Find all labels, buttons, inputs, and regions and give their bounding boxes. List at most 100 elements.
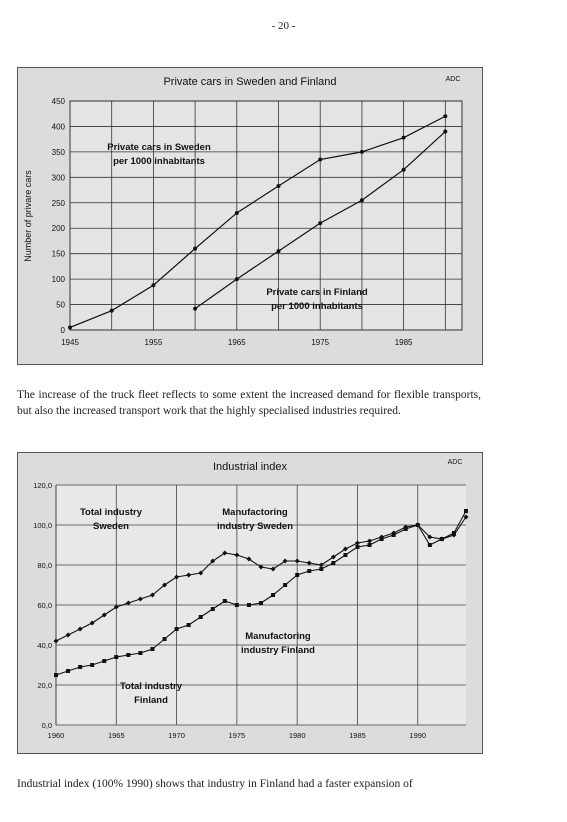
series-label-total-finland-line2: Finland <box>134 695 168 706</box>
data-point <box>451 531 456 535</box>
data-point <box>150 647 155 651</box>
data-point <box>443 129 448 134</box>
data-point <box>53 638 59 644</box>
series-label-total-sweden-line2: Sweden <box>93 521 129 532</box>
data-point <box>401 135 406 140</box>
data-point <box>343 553 348 557</box>
data-point <box>234 277 239 282</box>
data-point <box>359 149 364 154</box>
y-tick-label: 300 <box>52 173 66 182</box>
data-point <box>270 566 276 572</box>
y-tick-label: 0,0 <box>42 721 52 730</box>
data-point <box>464 509 468 513</box>
y-tick-label: 20,0 <box>37 681 52 690</box>
source-label: ADC <box>446 76 461 83</box>
data-point <box>401 167 406 172</box>
y-tick-label: 120,0 <box>33 481 52 490</box>
y-tick-label: 400 <box>52 122 66 131</box>
data-point <box>113 604 119 610</box>
series-label-mfg-finland-line1: Manufactoring <box>245 631 311 642</box>
series-label-total-finland-line1: Total industry <box>120 681 183 692</box>
x-tick-label: 1980 <box>289 731 306 740</box>
series-label-total-sweden: Total industry Sweden <box>80 507 143 532</box>
data-point <box>198 570 204 576</box>
y-tick-label: 200 <box>52 224 66 233</box>
data-point <box>138 651 143 655</box>
data-point <box>354 540 360 546</box>
y-tick-label: 0 <box>61 326 66 335</box>
y-tick-label: 100 <box>52 275 66 284</box>
data-point <box>276 249 281 254</box>
data-point <box>234 210 239 215</box>
data-point <box>102 659 107 663</box>
data-point <box>125 600 131 606</box>
data-point <box>367 543 372 547</box>
data-point <box>174 627 179 631</box>
data-point <box>126 653 131 657</box>
series-line-0 <box>69 115 446 329</box>
data-point <box>306 560 312 566</box>
series-label-mfg-sweden: Manufactoring industry Sweden <box>217 507 293 532</box>
data-point <box>68 325 72 330</box>
x-tick-label: 1975 <box>311 338 329 347</box>
data-point <box>367 538 373 544</box>
y-tick-label: 80,0 <box>37 561 52 570</box>
series-label-sweden-line2: per 1000 inhabitants <box>113 156 205 167</box>
industrial-index-chart-svg: Industrial index ADC 0,0 20,0 40,0 60,0 80,0… <box>33 459 469 740</box>
data-point <box>186 572 192 578</box>
data-point <box>271 593 276 597</box>
plot-area <box>69 100 463 331</box>
data-point <box>282 558 288 564</box>
data-point <box>65 632 71 638</box>
data-point <box>319 567 324 571</box>
y-tick-label: 250 <box>52 199 66 208</box>
data-point <box>54 673 58 677</box>
data-point <box>403 527 408 531</box>
y-tick-label: 40,0 <box>37 641 52 650</box>
y-tick-label: 450 <box>52 97 66 106</box>
y-tick-label: 60,0 <box>37 601 52 610</box>
data-point <box>427 534 433 540</box>
x-tick-label: 1945 <box>61 338 79 347</box>
x-tick-label: 1990 <box>409 731 426 740</box>
series-label-mfg-finland: Manufactoring industry Finland <box>241 631 315 656</box>
data-point <box>330 554 336 560</box>
series-label-mfg-finland-line2: industry Finland <box>241 645 315 656</box>
data-point <box>318 562 324 568</box>
data-point <box>415 523 420 527</box>
industrial-index-chart: Industrial index ADC 0,0 20,0 40,0 60,0 80,0… <box>17 452 483 754</box>
x-tick-label: 1960 <box>48 731 65 740</box>
y-tick-label: 150 <box>52 250 66 259</box>
x-tick-label: 1985 <box>395 338 413 347</box>
x-tick-label: 1965 <box>108 731 125 740</box>
x-tick-label: 1975 <box>229 731 246 740</box>
data-point <box>234 552 240 558</box>
data-point <box>109 308 114 313</box>
y-tick-label: 350 <box>52 148 66 157</box>
data-point <box>295 573 300 577</box>
data-point <box>151 283 156 288</box>
data-point <box>90 663 95 667</box>
data-point <box>355 545 360 549</box>
data-point <box>222 550 228 556</box>
series-label-finland: Private cars in Finland per 1000 inhabit… <box>266 287 368 312</box>
data-point <box>162 582 168 588</box>
data-point <box>342 546 348 552</box>
series-label-finland-line2: per 1000 inhabitants <box>271 301 363 312</box>
series-label-total-finland: Total industry Finland <box>120 681 183 706</box>
series-label-sweden: Private cars in Sweden per 1000 inhabita… <box>107 142 211 167</box>
x-tick-label: 1970 <box>168 731 185 740</box>
page-number: - 20 - <box>271 20 296 32</box>
series-label-mfg-sweden-line1: Manufactoring <box>222 507 288 518</box>
data-point <box>137 596 143 602</box>
data-point <box>210 558 216 564</box>
data-point <box>101 612 107 618</box>
data-point <box>162 637 167 641</box>
data-point <box>246 603 251 607</box>
chart-title: Industrial index <box>213 461 287 473</box>
data-point <box>379 537 384 541</box>
data-point <box>234 603 239 607</box>
data-point <box>443 114 448 119</box>
x-tick-label: 1955 <box>145 338 163 347</box>
series-label-sweden-line1: Private cars in Sweden <box>107 142 211 153</box>
